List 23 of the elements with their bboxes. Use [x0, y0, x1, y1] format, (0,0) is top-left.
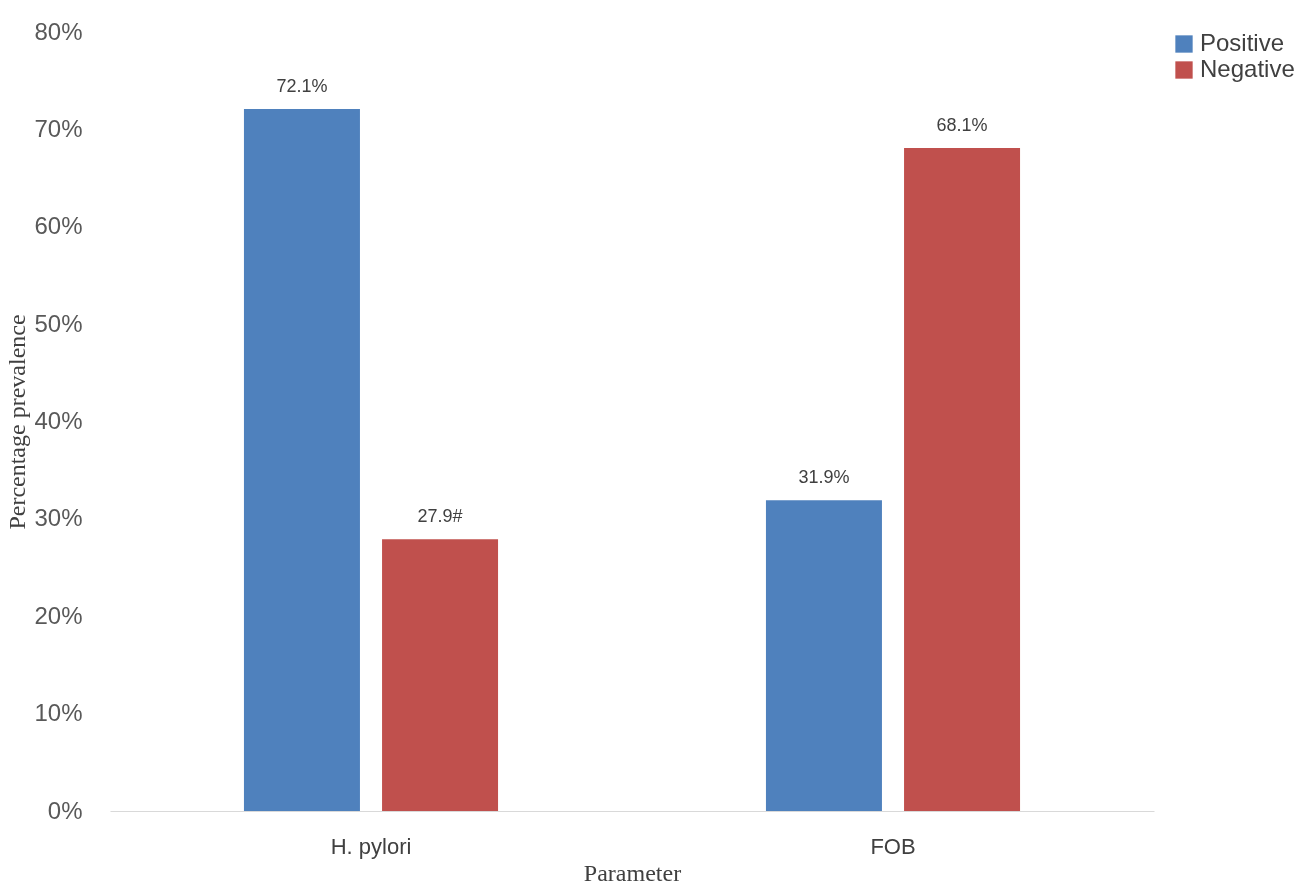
- legend-label: Negative: [1200, 55, 1295, 82]
- data-label: 68.1%: [936, 114, 988, 135]
- legend-label: Positive: [1200, 29, 1285, 56]
- data-label: 27.9#: [417, 506, 463, 527]
- bar: [904, 147, 1021, 811]
- y-tick-label: 10%: [34, 699, 83, 727]
- y-axis-title: Percentage prevalence: [4, 314, 31, 530]
- y-tick-label: 20%: [34, 601, 83, 629]
- data-label: 31.9%: [798, 467, 850, 488]
- y-tick-label: 80%: [34, 17, 83, 45]
- x-tick-label: FOB: [870, 833, 916, 859]
- y-tick-label: 60%: [34, 212, 83, 240]
- y-tick-label: 70%: [34, 114, 83, 142]
- bar: [382, 539, 499, 811]
- bar: [243, 108, 360, 811]
- data-label: 72.1%: [276, 75, 328, 96]
- y-tick-label: 40%: [34, 407, 83, 434]
- bar: [765, 500, 882, 811]
- y-tick-label: 50%: [34, 309, 83, 337]
- x-tick-label: H. pylori: [330, 833, 412, 859]
- y-tick-label: 0%: [47, 796, 83, 824]
- y-tick-label: 30%: [34, 504, 83, 532]
- x-axis-title: Parameter: [583, 859, 682, 886]
